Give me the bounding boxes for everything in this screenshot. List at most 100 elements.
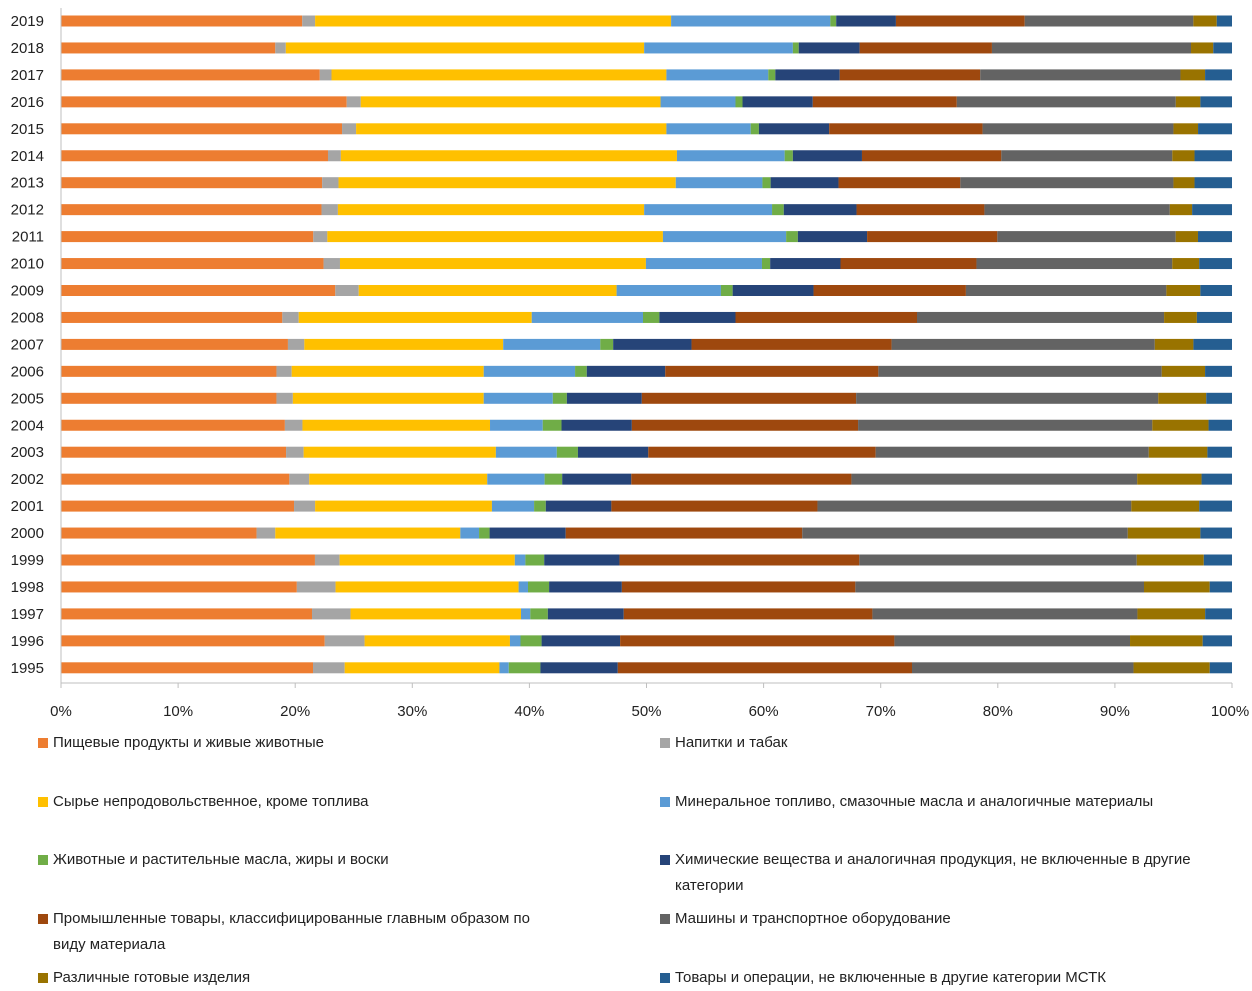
bar-segment-1997-series-2 (312, 608, 351, 620)
bar-segment-2005-series-1 (61, 392, 277, 404)
bar-segment-2003-series-8 (875, 446, 1149, 458)
y-tick-label: 1998 (11, 579, 44, 596)
bar-segment-1999-series-10 (1203, 554, 1232, 566)
y-tick-label: 2007 (11, 336, 44, 353)
bar-segment-2003-series-1 (61, 446, 287, 458)
bar-segment-2019-series-3 (315, 15, 672, 27)
bar-segment-1995-series-9 (1133, 662, 1210, 674)
bar-segment-2016-series-7 (812, 96, 957, 108)
x-tick-label: 40% (514, 703, 544, 720)
bar-segment-2019-series-8 (1024, 15, 1194, 27)
bar-segment-2013-series-8 (960, 177, 1174, 189)
bar-segment-2015-series-3 (356, 123, 667, 135)
bar-segment-2017-series-3 (331, 69, 667, 81)
bar-segment-1999-series-2 (314, 554, 340, 566)
bar-segment-2004-series-6 (561, 419, 632, 431)
bar-segment-2004-series-1 (61, 419, 285, 431)
y-tick-label: 2002 (11, 471, 44, 488)
bar-segment-2000-series-8 (802, 527, 1128, 539)
bar-segment-2001-series-9 (1131, 500, 1200, 512)
bar-segment-1999-series-9 (1136, 554, 1204, 566)
bar-segment-2006-series-4 (483, 365, 576, 377)
bar-segment-1996-series-8 (894, 635, 1131, 647)
bar-segment-2006-series-10 (1205, 365, 1232, 377)
bar-segment-2011-series-8 (997, 231, 1176, 243)
bar-segment-1997-series-4 (520, 608, 531, 620)
bar-segment-1997-series-7 (623, 608, 873, 620)
bar-segment-2006-series-5 (575, 365, 587, 377)
bar-segment-2017-series-10 (1205, 69, 1232, 81)
y-tick-label: 2008 (11, 309, 44, 326)
bar-segment-2017-series-6 (775, 69, 840, 81)
bar-segment-2005-series-9 (1158, 392, 1207, 404)
bar-segment-2003-series-6 (577, 446, 649, 458)
bar-segment-2008-series-4 (531, 311, 643, 323)
bar-segment-2001-series-10 (1199, 500, 1232, 512)
bar-segment-2008-series-9 (1164, 311, 1197, 323)
bar-segment-2000-series-9 (1127, 527, 1201, 539)
bar-segment-2005-series-3 (292, 392, 484, 404)
bar-segment-2013-series-2 (322, 177, 339, 189)
bar-segment-2018-series-7 (859, 42, 992, 54)
bar-segment-2010-series-4 (645, 258, 762, 270)
bar-segment-2012-series-8 (984, 204, 1170, 216)
bar-segment-2015-series-7 (829, 123, 983, 135)
bar-segment-2018-series-1 (61, 42, 276, 54)
bar-segment-2007-series-1 (61, 338, 288, 350)
bar-segment-2016-series-10 (1200, 96, 1232, 108)
bar-segment-2000-series-5 (479, 527, 490, 539)
bar-segment-1998-series-1 (61, 581, 297, 593)
bar-segment-2015-series-9 (1173, 123, 1199, 135)
bar-segment-1995-series-8 (911, 662, 1134, 674)
bar-segment-2017-series-5 (768, 69, 776, 81)
bar-segment-2001-series-3 (315, 500, 492, 512)
bar-segment-2002-series-2 (289, 473, 310, 485)
bar-segment-2000-series-4 (460, 527, 480, 539)
bar-segment-2012-series-5 (772, 204, 784, 216)
y-tick-labels: 2019 2018 2017 2016 2015 2014 2013 2012 2011 2010… (11, 13, 44, 677)
y-tick-label: 2010 (11, 256, 44, 273)
bar-segment-2014-series-6 (792, 150, 862, 162)
bar-segment-2016-series-8 (956, 96, 1176, 108)
bar-segment-2018-series-4 (644, 42, 793, 54)
bar-segment-2014-series-5 (784, 150, 793, 162)
bar-segment-1999-series-3 (339, 554, 515, 566)
bar-segment-2009-series-8 (965, 285, 1167, 296)
bar-segment-2003-series-5 (556, 446, 578, 458)
bar-segment-2013-series-6 (770, 177, 839, 189)
bar-segment-2015-series-5 (750, 123, 759, 135)
bar-segment-2007-series-2 (287, 338, 305, 350)
bar-segment-2002-series-7 (631, 473, 852, 485)
bar-segment-2002-series-4 (487, 473, 545, 485)
bar-segment-1997-series-1 (61, 608, 313, 620)
bar-segment-2016-series-3 (360, 96, 661, 108)
bar-segment-2007-series-8 (891, 338, 1155, 350)
x-tick-label: 10% (163, 703, 193, 720)
bar-segment-2005-series-10 (1206, 392, 1232, 404)
bar-segment-2004-series-9 (1152, 419, 1209, 431)
bars-layer (61, 15, 1232, 674)
bar-segment-2011-series-9 (1175, 231, 1198, 243)
bar-segment-2012-series-7 (856, 204, 985, 216)
x-tick-label: 70% (866, 703, 896, 720)
bar-segment-2013-series-5 (762, 177, 771, 189)
bar-segment-2007-series-3 (304, 338, 504, 350)
bar-segment-2007-series-10 (1193, 338, 1232, 350)
bar-segment-2013-series-9 (1173, 177, 1195, 189)
x-tick-label: 60% (749, 703, 779, 720)
y-tick-label: 1995 (11, 660, 44, 677)
bar-segment-2000-series-3 (275, 527, 461, 539)
bar-segment-2012-series-9 (1169, 204, 1193, 216)
bar-segment-1999-series-4 (514, 554, 526, 566)
bar-segment-2018-series-3 (285, 42, 645, 54)
bar-segment-2014-series-1 (61, 150, 328, 162)
bar-segment-2010-series-10 (1199, 258, 1232, 270)
bar-segment-1995-series-4 (499, 662, 509, 674)
bar-segment-2008-series-7 (735, 311, 918, 323)
bar-segment-2002-series-1 (61, 473, 290, 485)
x-tick-label: 30% (397, 703, 427, 720)
bar-segment-2019-series-10 (1216, 15, 1232, 27)
bar-segment-1997-series-8 (872, 608, 1138, 620)
bar-segment-1995-series-6 (540, 662, 618, 674)
bar-segment-2019-series-7 (895, 15, 1025, 27)
